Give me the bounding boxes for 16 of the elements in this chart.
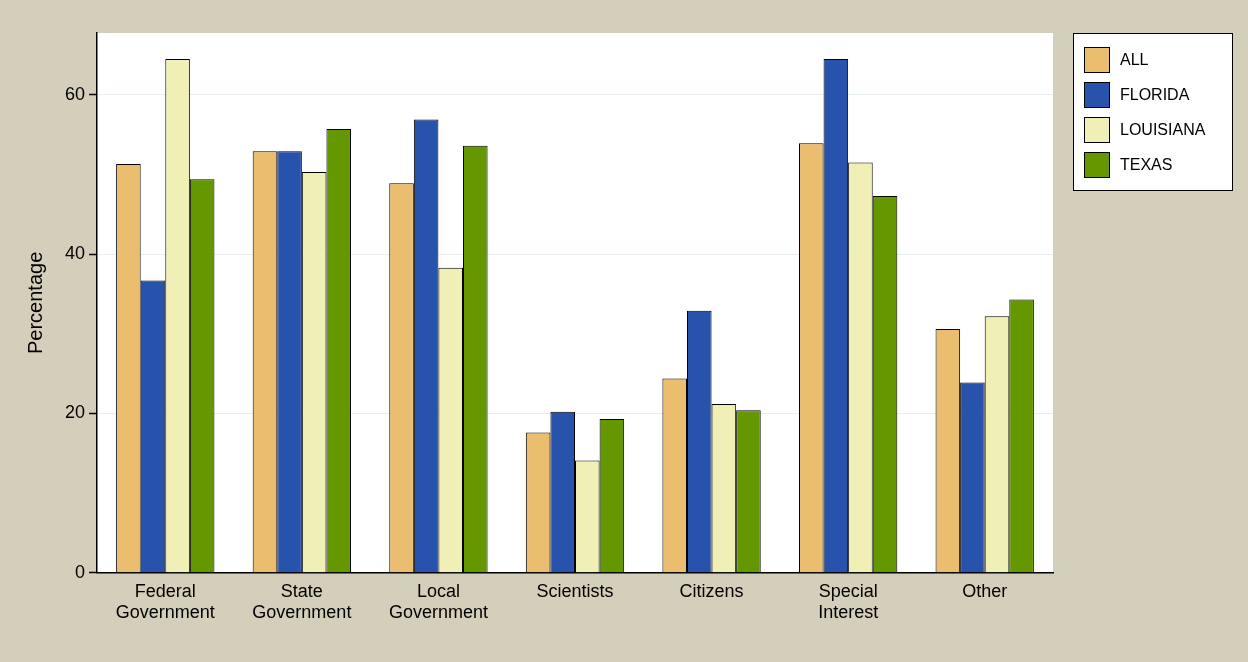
- y-tick-label: 20: [64, 402, 85, 423]
- x-tick-label: State Government: [252, 580, 352, 623]
- y-axis-title: Percentage: [23, 251, 46, 355]
- y-tick-label: 0: [74, 561, 85, 582]
- y-tick-label: 40: [64, 243, 85, 264]
- x-tick-label: Scientists: [536, 580, 614, 601]
- legend-label: TEXAS: [1120, 155, 1173, 174]
- x-tick-label: Local Government: [388, 580, 488, 623]
- x-tick-label: Federal Government: [115, 580, 215, 623]
- x-tick-label: Special Interest: [818, 580, 879, 623]
- legend-label: ALL: [1120, 50, 1149, 69]
- x-tick-label: Other: [962, 580, 1008, 601]
- y-tick-label: 60: [64, 83, 85, 104]
- x-tick-label: Citizens: [679, 580, 744, 601]
- legend-label: LOUISIANA: [1120, 120, 1206, 139]
- legend-label: FLORIDA: [1120, 85, 1190, 104]
